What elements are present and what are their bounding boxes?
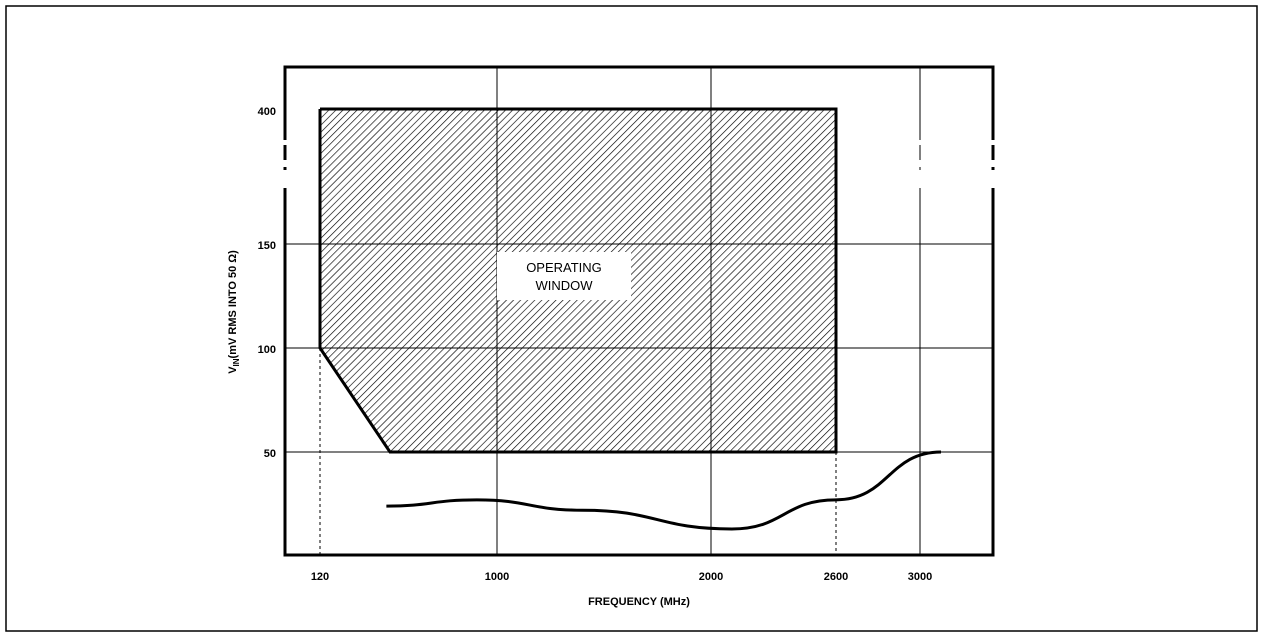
region-label-line-2: WINDOW: [535, 278, 593, 293]
axis-break-gap-left: [282, 140, 288, 188]
y-axis-title-sub: IN: [232, 358, 241, 366]
x-tick-2600: 2600: [824, 571, 848, 583]
x-tick-3000: 3000: [908, 571, 932, 583]
axis-break-gap-right: [990, 140, 996, 188]
page-border: [5, 5, 1258, 632]
plot-border: [283, 65, 995, 557]
y-tick-150: 150: [258, 240, 276, 252]
y-tick-50: 50: [264, 448, 276, 460]
y-tick-100: 100: [258, 344, 276, 356]
y-axis-title-rest: (mV RMS INTO 50 Ω): [227, 250, 239, 359]
x-tick-2000: 2000: [699, 571, 723, 583]
region-label-box: [497, 252, 631, 300]
curve-layer: [386, 450, 942, 531]
x-tick-120: 120: [311, 571, 329, 583]
dotted-guides: [319, 348, 837, 555]
y-axis-title-main: V: [227, 366, 239, 374]
y-axis-title: VIN(mV RMS INTO 50 Ω): [227, 250, 241, 374]
x-axis-title: FREQUENCY (MHz): [588, 596, 690, 608]
x-tick-1000: 1000: [485, 571, 509, 583]
sensitivity-curve: [386, 450, 942, 531]
grid-break-gap: [917, 140, 923, 188]
operating-region-outline: [318, 107, 838, 454]
region-label-line-1: OPERATING: [526, 260, 602, 275]
y-tick-400: 400: [258, 106, 276, 118]
axis-break-marks: [282, 140, 996, 188]
